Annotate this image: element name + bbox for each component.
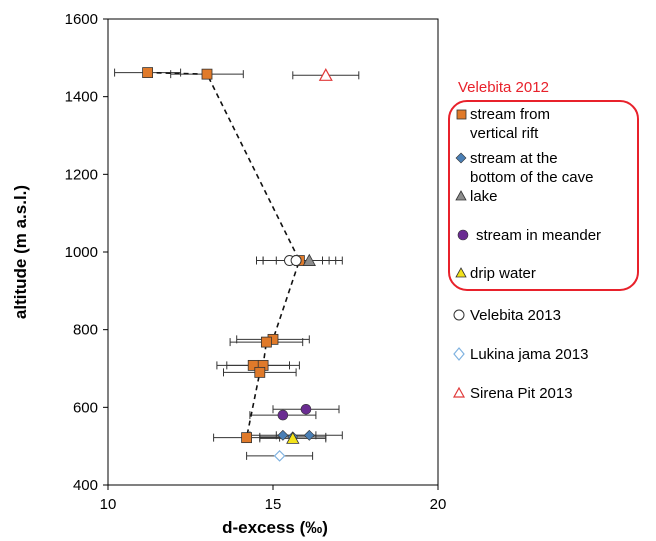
point-stream-in-meander [300, 403, 312, 415]
x-axis-label: d-excess (‰) [222, 518, 328, 537]
x-tick-label: 15 [265, 496, 282, 513]
legend-label-bottom-line1: stream at the [470, 150, 558, 167]
legend-marker-lukina [453, 347, 465, 361]
x-tick-label: 20 [430, 496, 447, 513]
legend-marker-drip [455, 267, 467, 278]
legend-marker-sirena [452, 386, 466, 398]
legend-marker-meander [457, 229, 469, 241]
point-stream-from-vertical-rift [260, 336, 272, 348]
point-stream-from-vertical-rift [241, 432, 253, 444]
point-stream-in-meander [277, 409, 289, 421]
legend-label-velebita2013: Velebita 2013 [470, 307, 561, 324]
y-tick-label: 1600 [65, 11, 98, 28]
legend-group-title: Velebita 2012 [458, 79, 549, 96]
series-layer [114, 67, 360, 462]
y-tick-label: 800 [73, 322, 98, 339]
legend-label-rift-line2: vertical rift [470, 125, 539, 142]
point-stream-at-the-bottom-of-the-cave [277, 429, 289, 441]
point-stream-at-the-bottom-of-the-cave [303, 429, 315, 441]
axes: 400 600 800 1000 1200 1400 1600 10 15 20 [65, 11, 447, 513]
point-lukina-jama-2013 [273, 450, 286, 462]
y-axis-label: altitude (m a.s.l.) [11, 185, 30, 319]
point-stream-from-vertical-rift [254, 366, 266, 378]
y-tick-label: 1000 [65, 244, 98, 261]
x-tick-label: 10 [100, 496, 117, 513]
legend-label-drip: drip water [470, 265, 536, 282]
point-drip-water [286, 431, 300, 444]
point-sirena-pit-2013 [318, 68, 333, 81]
y-tick-label: 1200 [65, 166, 98, 183]
legend: Velebita 2012 stream from vertical rift … [448, 79, 639, 402]
point-stream-from-vertical-rift [201, 68, 213, 80]
legend-label-lake: lake [470, 188, 498, 205]
y-tick-label: 1400 [65, 89, 98, 106]
y-tick-label: 600 [73, 399, 98, 416]
legend-label-sirena: Sirena Pit 2013 [470, 385, 573, 402]
legend-marker-bottom [455, 152, 467, 164]
legend-marker-rift [456, 109, 467, 120]
point-stream-from-vertical-rift [142, 67, 154, 78]
legend-group-highlight-box [448, 100, 639, 291]
legend-marker-lake [455, 190, 467, 201]
legend-label-meander: stream in meander [476, 227, 601, 244]
y-tick-label: 400 [73, 477, 98, 494]
legend-label-bottom-line2: bottom of the cave [470, 169, 593, 186]
legend-label-rift-line1: stream from [470, 106, 550, 123]
legend-label-lukina: Lukina jama 2013 [470, 346, 588, 363]
point-lake [302, 253, 316, 266]
point-stream-from-vertical-rift [247, 359, 259, 371]
legend-marker-velebita2013 [453, 309, 465, 321]
point-velebita-2013 [290, 255, 302, 267]
